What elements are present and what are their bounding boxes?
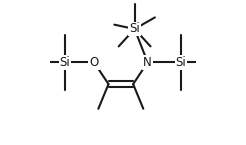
Text: Si: Si	[129, 22, 140, 36]
Text: N: N	[143, 56, 152, 69]
Text: O: O	[89, 56, 99, 69]
Text: Si: Si	[60, 56, 70, 69]
Text: Si: Si	[176, 56, 186, 69]
